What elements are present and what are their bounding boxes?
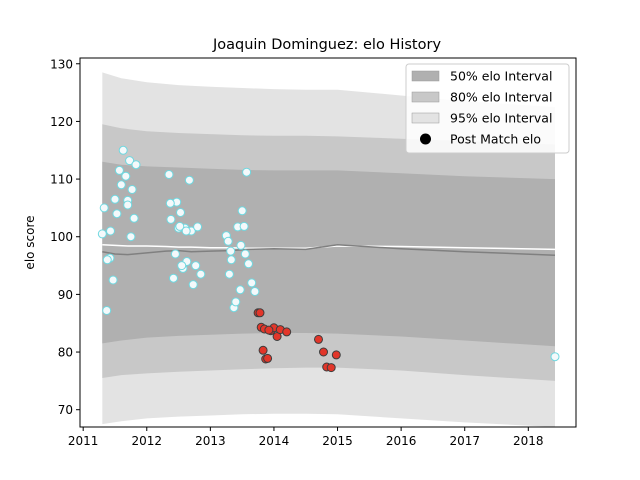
post-match-elo-point [126, 232, 136, 242]
post-match-elo-point [236, 240, 246, 250]
post-match-elo-point [112, 209, 122, 219]
post-match-elo-point [108, 275, 118, 285]
post-match-elo-point [237, 206, 247, 216]
x-tick-label: 2017 [449, 434, 480, 448]
legend-swatch [411, 112, 440, 124]
post-match-elo-point [188, 280, 198, 290]
post-match-elo-point [193, 222, 203, 232]
post-match-elo-point [240, 249, 250, 259]
median-elo-line [102, 244, 556, 256]
y-tick-label: 100 [50, 230, 73, 244]
legend-label: 80% elo Interval [450, 90, 552, 105]
post-match-elo-point [121, 171, 131, 181]
legend-box [405, 63, 570, 154]
x-tick-label: 2013 [195, 434, 226, 448]
post-match-elo-point [169, 273, 178, 283]
post-match-elo-point [164, 170, 174, 179]
post-match-elo-point [247, 278, 257, 288]
post-match-elo-point [250, 287, 260, 296]
x-tick-label: 2012 [131, 434, 162, 448]
post-match-elo-point [242, 167, 252, 177]
post-match-elo-point [165, 198, 175, 208]
post-match-elo-point [331, 350, 341, 360]
post-match-elo-point [102, 306, 112, 315]
post-match-elo-point [314, 334, 323, 344]
post-match-elo-point [258, 345, 268, 355]
legend-label: Post Match elo [450, 132, 541, 147]
post-match-elo-point [129, 213, 139, 223]
y-tick-label: 120 [50, 115, 73, 129]
y-axis: 70 80 90 100 110 120 130 [50, 57, 80, 417]
post-match-elo-point [125, 156, 135, 166]
y-tick-label: 90 [58, 288, 73, 302]
post-match-elo-point [166, 214, 176, 224]
post-match-elo-point [114, 165, 124, 175]
legend-marker [420, 133, 431, 145]
post-match-elo-point [226, 246, 236, 256]
post-match-elo-point [223, 236, 233, 246]
post-match-elo-point [263, 353, 273, 363]
post-match-elo-point [102, 255, 112, 265]
post-match-elo-point [224, 269, 234, 279]
post-match-elo-point [196, 269, 206, 279]
post-match-elo-point [239, 221, 249, 231]
post-match-elo-point [264, 325, 274, 335]
legend-swatch [411, 70, 440, 82]
x-axis: 2011 2012 2013 2014 2015 2016 2017 2018 [68, 427, 544, 448]
post-match-elo-point [97, 229, 107, 239]
post-match-elo-point [235, 285, 245, 295]
post-match-elo-point [255, 308, 265, 318]
y-tick-label: 80 [58, 346, 73, 360]
x-tick-label: 2014 [259, 434, 290, 448]
post-match-elo-point [282, 327, 292, 337]
chart-title: Joaquin Dominguez: elo History [212, 37, 441, 53]
post-match-elo-point [106, 226, 115, 236]
x-tick-label: 2011 [68, 434, 99, 448]
post-match-elo-point [118, 145, 128, 155]
legend-label: 50% elo Interval [450, 69, 552, 84]
y-tick-label: 70 [58, 403, 73, 417]
post-match-elo-point [181, 226, 191, 236]
legend-swatch [411, 91, 440, 103]
legend: 50% elo Interval 80% elo Interval 95% elo … [405, 63, 570, 154]
post-match-elo-point [231, 297, 241, 307]
post-match-elo-point [123, 200, 133, 210]
post-match-elo-point [127, 185, 137, 194]
post-match-elo-point [110, 194, 120, 204]
x-tick-label: 2016 [386, 434, 417, 448]
plot-area [97, 72, 560, 427]
post-match-elo-point [99, 203, 109, 213]
post-match-elo-point [176, 208, 185, 217]
legend-label: 95% elo Interval [450, 111, 552, 126]
x-tick-label: 2018 [513, 434, 544, 448]
post-match-elo-point [131, 160, 141, 170]
post-match-elo-point [170, 249, 180, 259]
post-match-elo-point [191, 261, 201, 271]
post-match-elo-point [326, 363, 336, 373]
y-tick-label: 110 [50, 173, 73, 187]
post-match-elo-point [116, 180, 126, 190]
post-match-elo-point [175, 221, 185, 231]
post-match-elo-point [226, 255, 236, 265]
post-match-elo-point [177, 261, 187, 271]
post-match-elo-point [550, 352, 560, 362]
post-match-elo-point [244, 259, 253, 269]
post-match-elo-point [319, 347, 328, 357]
x-tick-label: 2015 [322, 434, 353, 448]
band-50-area [102, 161, 556, 347]
y-axis-label: elo score [23, 215, 37, 269]
y-tick-label: 130 [50, 57, 73, 71]
axes-frame [79, 57, 577, 428]
post-match-elo-point [184, 175, 194, 185]
